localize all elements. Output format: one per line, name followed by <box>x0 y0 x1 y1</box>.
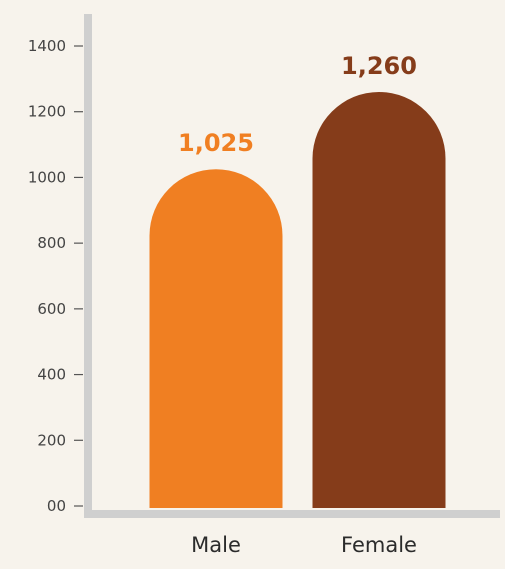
axes <box>74 14 500 518</box>
labels: 00 200 400 600 800 1000 1200 1400 1,025 Male 1,260… <box>28 37 417 557</box>
category-label-female: Female <box>341 533 417 557</box>
y-tick-label: 1000 <box>28 168 66 186</box>
x-axis-line <box>84 510 500 518</box>
y-tick-label: 800 <box>37 234 66 252</box>
y-tick-label: 00 <box>47 497 66 515</box>
bars <box>149 92 446 508</box>
value-label-female: 1,260 <box>341 52 417 80</box>
y-axis-line <box>84 14 92 514</box>
bar-female <box>312 92 446 508</box>
category-label-male: Male <box>191 533 241 557</box>
y-tick-label: 600 <box>37 300 66 318</box>
bar-male <box>149 169 283 508</box>
y-tick-label: 1200 <box>28 103 66 121</box>
y-tick-label: 1400 <box>28 37 66 55</box>
y-tick-label: 400 <box>37 366 66 384</box>
value-label-male: 1,025 <box>178 129 254 157</box>
y-tick-label: 200 <box>37 431 66 449</box>
